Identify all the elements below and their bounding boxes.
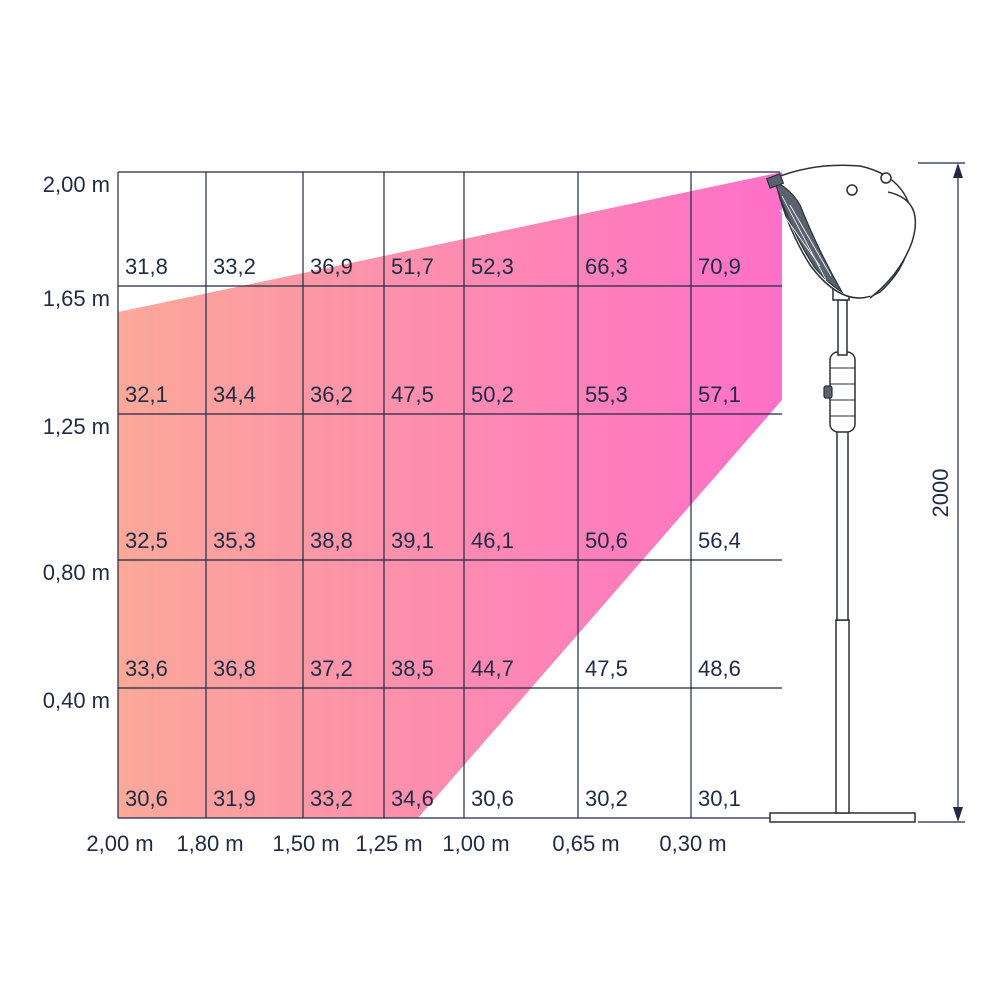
heater-pole-top — [837, 299, 848, 356]
temperature-cell: 46,1 — [471, 528, 514, 553]
temperature-cell: 39,1 — [391, 528, 434, 553]
heater-base — [769, 812, 916, 823]
temperature-cell: 32,5 — [125, 528, 168, 553]
height-axis-label: 0,40 m — [43, 688, 110, 713]
temperature-cell: 50,6 — [585, 528, 628, 553]
heater-grip — [829, 351, 856, 433]
temperature-cell: 47,5 — [585, 656, 628, 681]
temperature-cell: 30,1 — [698, 786, 741, 811]
temperature-cell: 38,8 — [310, 528, 353, 553]
distance-axis-label: 1,25 m — [355, 831, 422, 856]
temperature-cell: 35,3 — [213, 528, 256, 553]
temperature-cell: 30,6 — [125, 786, 168, 811]
heater-pole-lower — [835, 619, 850, 814]
temperature-cell: 38,5 — [391, 656, 434, 681]
height-axis-label: 1,25 m — [43, 414, 110, 439]
temperature-cell: 36,8 — [213, 656, 256, 681]
distance-axis-label: 2,00 m — [86, 831, 153, 856]
temperature-cell: 36,9 — [310, 254, 353, 279]
temperature-cell: 31,8 — [125, 254, 168, 279]
temperature-cell: 52,3 — [471, 254, 514, 279]
temperature-cell: 36,2 — [310, 382, 353, 407]
measurement-grid — [117, 171, 782, 819]
height-dimension-label: 2000 — [928, 469, 953, 518]
patio-heater-illustration — [765, 164, 917, 823]
distance-axis-label: 0,30 m — [659, 831, 726, 856]
temperature-cell: 57,1 — [698, 382, 741, 407]
temperature-cell: 37,2 — [310, 656, 353, 681]
temperature-cell: 30,6 — [471, 786, 514, 811]
temperature-cell: 31,9 — [213, 786, 256, 811]
temperature-cell: 32,1 — [125, 382, 168, 407]
temperature-cell: 47,5 — [391, 382, 434, 407]
temperature-cell: 51,7 — [391, 254, 434, 279]
distance-axis-label: 1,50 m — [272, 831, 339, 856]
temperature-cell: 33,2 — [213, 254, 256, 279]
temperature-cell: 70,9 — [698, 254, 741, 279]
height-axis-label: 0,80 m — [43, 560, 110, 585]
height-axis-label: 1,65 m — [43, 286, 110, 311]
heater-pole-upper — [836, 429, 849, 621]
distance-axis-label: 1,00 m — [442, 831, 509, 856]
height-dimension: 2000 — [918, 162, 965, 823]
temperature-cell: 56,4 — [698, 528, 741, 553]
temperature-cell: 34,4 — [213, 382, 256, 407]
height-axis-label: 2,00 m — [43, 172, 110, 197]
heat-beam — [118, 172, 782, 818]
temperature-cell: 55,3 — [585, 382, 628, 407]
distance-axis-label: 0,65 m — [552, 831, 619, 856]
temperature-values: 31,8 33,2 36,9 51,7 52,3 66,3 70,9 32,1 34,4 36,2… — [125, 254, 741, 811]
temperature-cell: 44,7 — [471, 656, 514, 681]
distance-axis-labels: 2,00 m 1,80 m 1,50 m 1,25 m 1,00 m 0,65 m 0,30… — [86, 831, 726, 856]
temperature-cell: 48,6 — [698, 656, 741, 681]
temperature-cell: 50,2 — [471, 382, 514, 407]
temperature-cell: 33,2 — [310, 786, 353, 811]
temperature-cell: 34,6 — [391, 786, 434, 811]
height-axis-labels: 2,00 m 1,65 m 1,25 m 0,80 m 0,40 m — [43, 172, 110, 713]
temperature-cell: 33,6 — [125, 656, 168, 681]
temperature-cell: 30,2 — [585, 786, 628, 811]
distance-axis-label: 1,80 m — [176, 831, 243, 856]
temperature-cell: 66,3 — [585, 254, 628, 279]
